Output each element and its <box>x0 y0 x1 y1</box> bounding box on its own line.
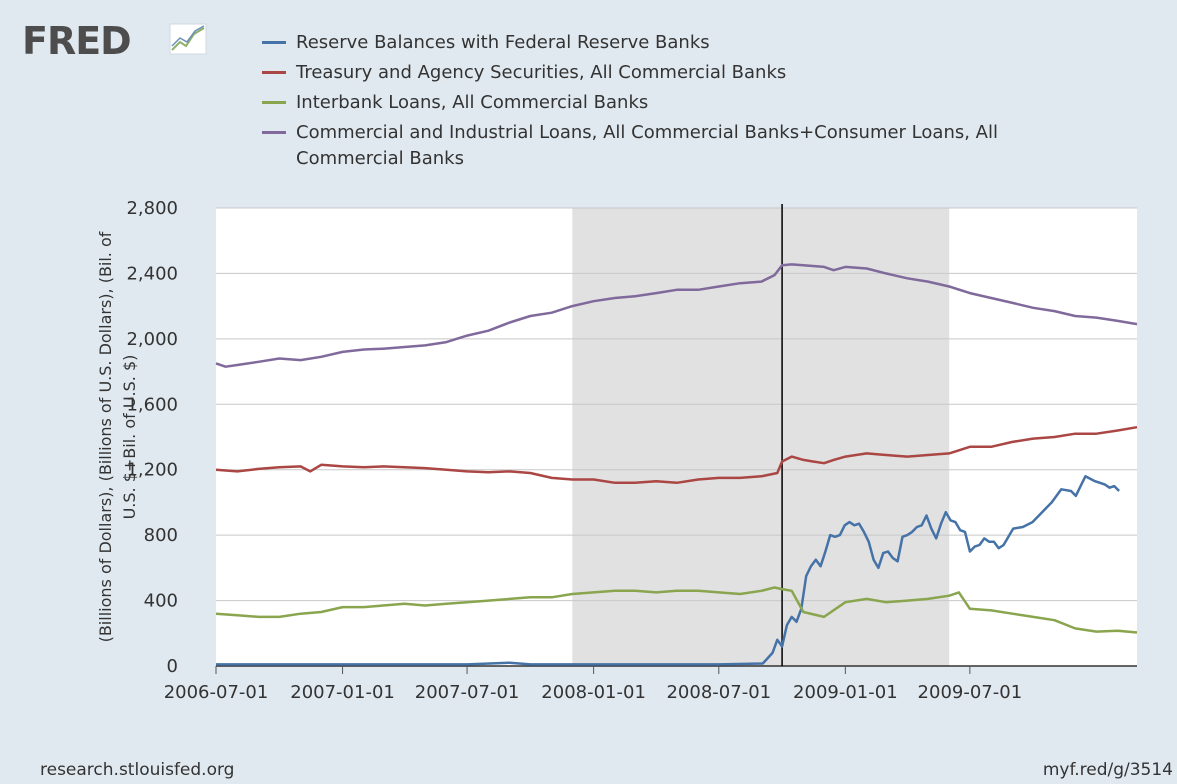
x-tick-label: 2009-01-01 <box>793 682 898 703</box>
y-tick-label: 2,400 <box>126 263 178 284</box>
x-tick-label: 2008-01-01 <box>541 682 646 703</box>
x-tick-label: 2007-07-01 <box>415 682 520 703</box>
y-tick-label: 1,600 <box>126 394 178 415</box>
x-tick-label: 2009-07-01 <box>918 682 1023 703</box>
fred-logo: FRED <box>22 18 222 68</box>
y-tick-label: 0 <box>167 656 178 677</box>
y-axis-title-line: (Billions of Dollars), (Billions of U.S.… <box>96 231 115 642</box>
chart-legend: Reserve Balances with Federal Reserve Ba… <box>262 30 1082 176</box>
legend-swatch <box>262 101 286 104</box>
y-tick-label: 1,200 <box>126 460 178 481</box>
legend-label: Reserve Balances with Federal Reserve Ba… <box>296 32 710 53</box>
fred-logo-chart-icon <box>169 23 207 55</box>
legend-swatch <box>262 71 286 74</box>
series-line-2 <box>215 425 1138 485</box>
x-tick-label: 2008-07-01 <box>666 682 771 703</box>
recession-band <box>572 208 950 666</box>
footer-source[interactable]: research.stlouisfed.org <box>40 760 235 780</box>
legend-label: Commercial and Industrial Loans, All Com… <box>296 122 998 169</box>
x-tick-label: 2007-01-01 <box>290 682 395 703</box>
legend-label: Interbank Loans, All Commercial Banks <box>296 92 649 113</box>
legend-item-reserve-balances[interactable]: Reserve Balances with Federal Reserve Ba… <box>262 30 1082 56</box>
y-tick-label: 2,800 <box>126 198 178 219</box>
legend-label: Treasury and Agency Securities, All Comm… <box>296 62 787 83</box>
line-chart: 0 400 800 1,200 1,600 2,000 2,400 2,800 2006-07-… <box>96 198 1138 703</box>
legend-swatch <box>262 131 286 134</box>
series-line-3 <box>215 586 1138 634</box>
legend-item-ci-consumer-loans[interactable]: Commercial and Industrial Loans, All Com… <box>262 120 1082 172</box>
series-line-4 <box>215 263 1138 368</box>
y-tick-label: 2,000 <box>126 329 178 350</box>
x-tick-label: 2006-07-01 <box>164 682 269 703</box>
legend-swatch <box>262 41 286 44</box>
footer-link[interactable]: myf.red/g/3514 <box>1042 760 1173 780</box>
legend-item-treasury-securities[interactable]: Treasury and Agency Securities, All Comm… <box>262 60 1082 86</box>
fred-logo-text: FRED <box>22 19 131 63</box>
y-tick-label: 400 <box>144 591 178 612</box>
y-axis-title: (Billions of Dollars), (Billions of U.S.… <box>96 231 139 642</box>
y-axis-title-line: U.S. $+Bil. of U.S. $) <box>120 355 139 520</box>
series-line-1 <box>216 475 1120 666</box>
y-tick-label: 800 <box>144 525 178 546</box>
legend-item-interbank-loans[interactable]: Interbank Loans, All Commercial Banks <box>262 90 1082 116</box>
